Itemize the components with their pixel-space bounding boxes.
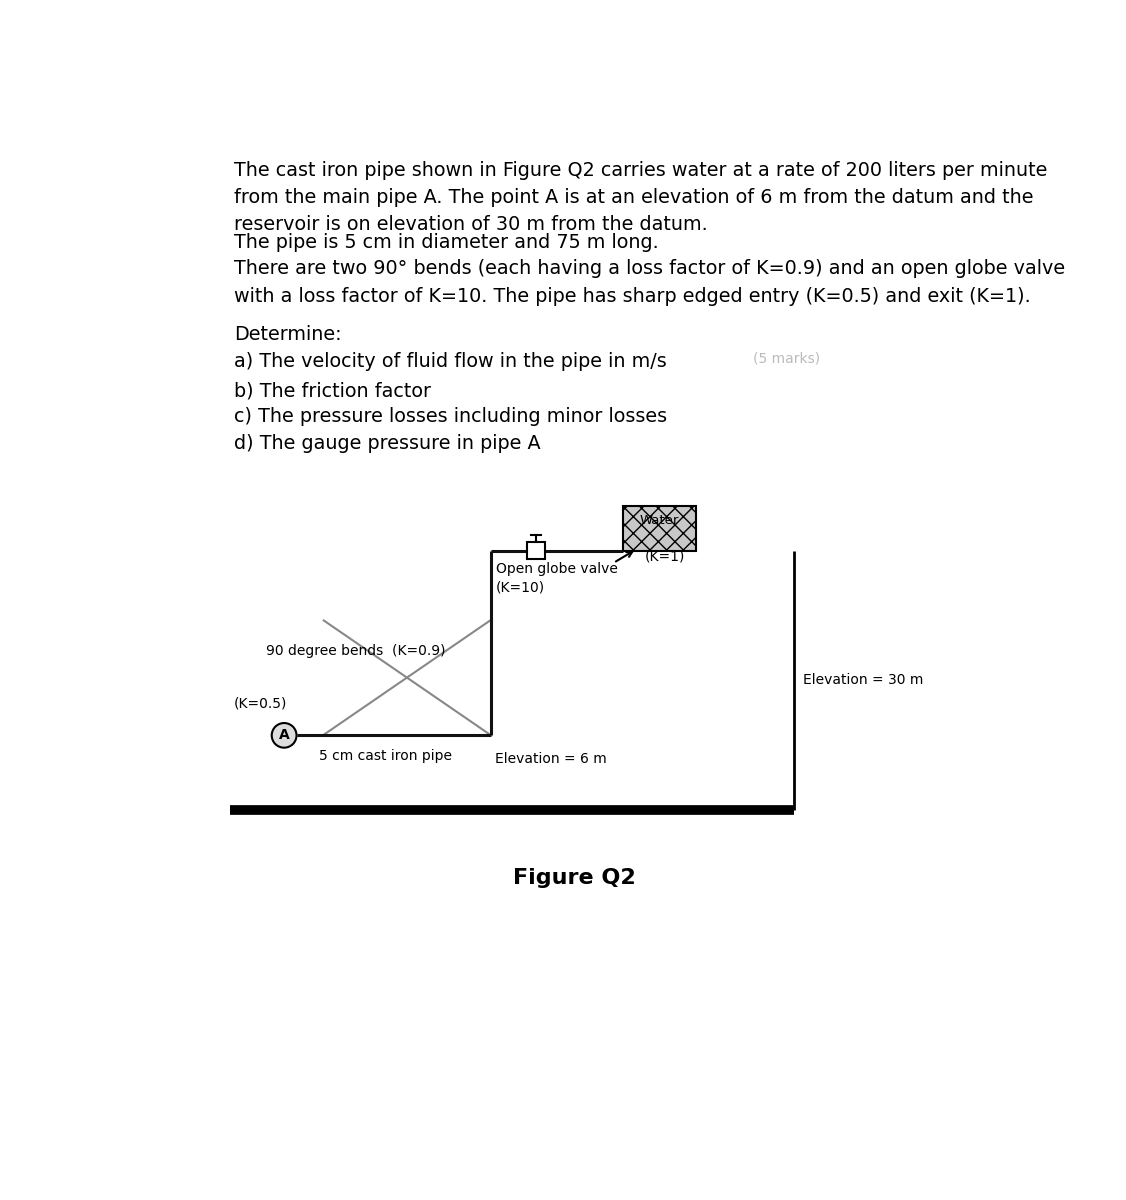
Bar: [527, 542, 545, 559]
Text: Figure Q2: Figure Q2: [513, 868, 636, 888]
Text: d) The gauge pressure in pipe A: d) The gauge pressure in pipe A: [234, 434, 540, 454]
Text: The cast iron pipe shown in Figure Q2 carries water at a rate of 200 liters per : The cast iron pipe shown in Figure Q2 ca…: [234, 161, 1047, 234]
Text: 90 degree bends  (K=0.9): 90 degree bends (K=0.9): [267, 643, 446, 658]
Text: Open globe valve
(K=10): Open globe valve (K=10): [495, 562, 617, 594]
Text: There are two 90° bends (each having a loss factor of K=0.9) and an open globe v: There are two 90° bends (each having a l…: [234, 259, 1065, 306]
Text: Water: Water: [640, 514, 679, 527]
Text: (K=1): (K=1): [644, 550, 685, 564]
Text: b) The friction factor: b) The friction factor: [234, 382, 431, 400]
Text: c) The pressure losses including minor losses: c) The pressure losses including minor l…: [234, 407, 667, 426]
Text: Elevation = 30 m: Elevation = 30 m: [803, 673, 923, 688]
Text: 5 cm cast iron pipe: 5 cm cast iron pipe: [319, 749, 452, 763]
Text: Determine:: Determine:: [234, 325, 341, 344]
Text: (K=0.5): (K=0.5): [234, 696, 287, 710]
Text: (5 marks): (5 marks): [753, 352, 820, 366]
Text: The pipe is 5 cm in diameter and 75 m long.: The pipe is 5 cm in diameter and 75 m lo…: [234, 233, 659, 252]
Bar: [623, 506, 696, 551]
Circle shape: [271, 724, 296, 748]
Text: Elevation = 6 m: Elevation = 6 m: [495, 752, 607, 767]
Text: A: A: [279, 728, 289, 743]
Text: a) The velocity of fluid flow in the pipe in m/s: a) The velocity of fluid flow in the pip…: [234, 352, 667, 371]
